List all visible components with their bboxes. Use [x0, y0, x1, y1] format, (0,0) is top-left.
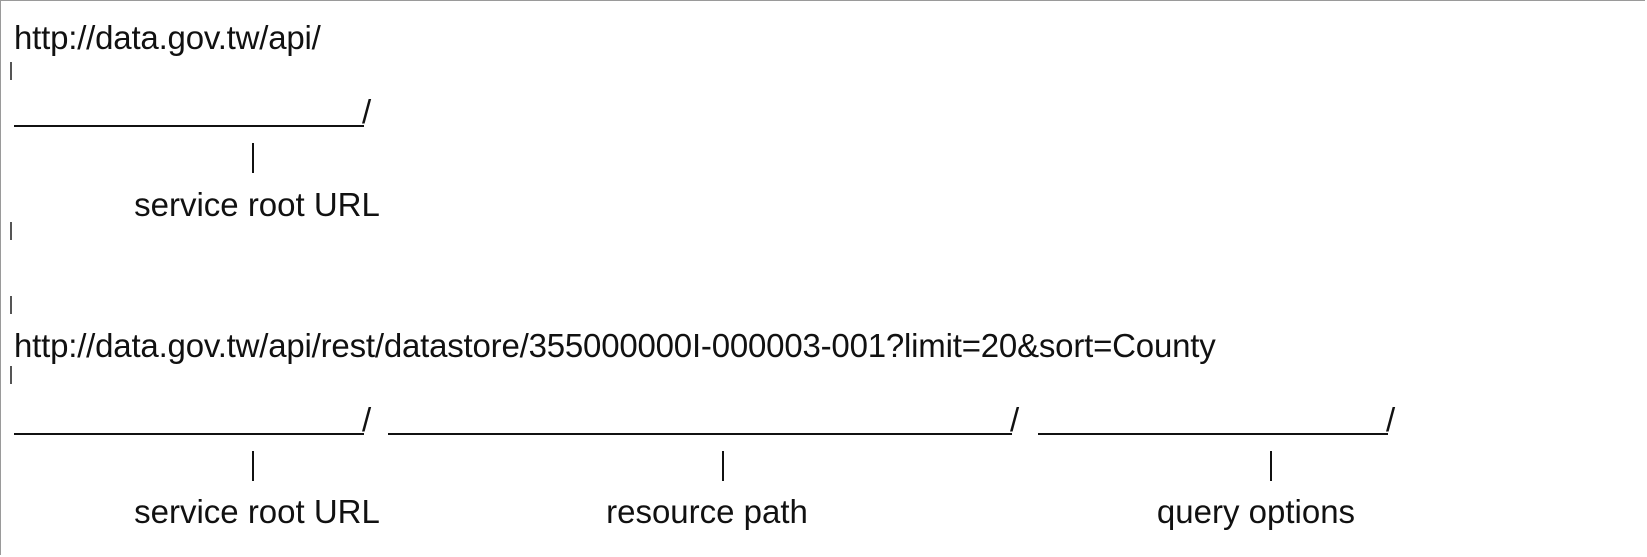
segment-label-query-options: query options — [1156, 493, 1356, 530]
segment-underline-resource-path — [388, 433, 1012, 435]
segment-underline-service-root — [14, 125, 364, 127]
segment-pointer — [252, 451, 254, 481]
segment-label-service-root: service root URL — [134, 493, 380, 530]
segment-label-service-root: service root URL — [134, 186, 380, 223]
edge-tick — [10, 222, 12, 240]
segment-pointer — [1270, 451, 1272, 481]
edge-tick — [10, 366, 12, 384]
segment-end-slash: / — [362, 93, 372, 130]
example-1-url: http://data.gov.tw/api/ — [14, 19, 321, 56]
segment-pointer — [252, 143, 254, 173]
segment-underline-service-root — [14, 433, 364, 435]
segment-end-slash: / — [1010, 401, 1020, 438]
example-2-url: http://data.gov.tw/api/rest/datastore/35… — [14, 327, 1216, 364]
segment-pointer — [722, 451, 724, 481]
segment-end-slash: / — [1386, 401, 1396, 438]
segment-underline-query-options — [1038, 433, 1388, 435]
segment-end-slash: / — [362, 401, 372, 438]
segment-label-resource-path: resource path — [606, 493, 808, 530]
edge-tick — [10, 296, 12, 314]
edge-tick — [10, 62, 12, 80]
